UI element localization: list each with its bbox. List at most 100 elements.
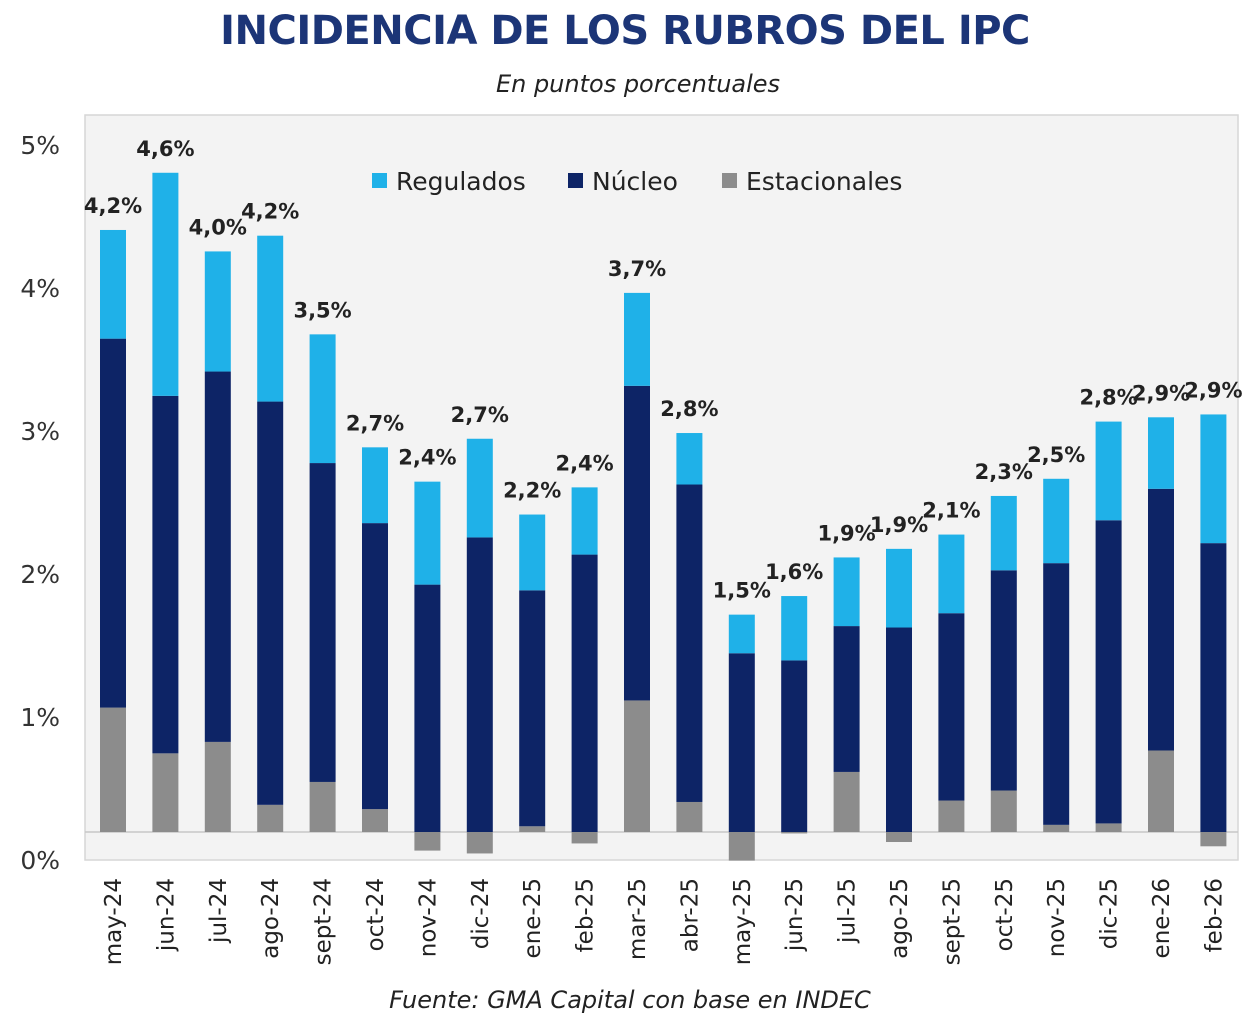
data-label: 4,6% bbox=[136, 137, 194, 161]
legend-swatch bbox=[372, 173, 387, 188]
data-label: 1,6% bbox=[765, 560, 823, 584]
y-tick-label: 3% bbox=[20, 417, 60, 446]
bar-segment-nucleo-ene-25 bbox=[519, 590, 546, 827]
bar-segment-nucleo-may-25 bbox=[728, 653, 755, 832]
bar-segment-regulados-ago-25 bbox=[886, 548, 912, 628]
bar-segment-regulados-feb-25 bbox=[571, 487, 598, 555]
bar-segment-nucleo-oct-25 bbox=[990, 570, 1017, 791]
legend-swatch bbox=[568, 173, 583, 188]
x-tick-label: mar-25 bbox=[625, 878, 651, 960]
data-label: 1,9% bbox=[870, 513, 928, 537]
bar-segment-regulados-nov-24 bbox=[414, 481, 441, 585]
bar-segment-estacionales-ene-26 bbox=[1148, 750, 1174, 832]
bar-segment-estacionales-nov-24 bbox=[414, 832, 441, 851]
bar-segment-estacionales-ago-25 bbox=[886, 832, 912, 843]
data-label: 3,7% bbox=[608, 257, 666, 281]
x-tick-label: may-24 bbox=[101, 878, 127, 965]
bar-segment-regulados-dic-25 bbox=[1095, 421, 1122, 521]
bar-segment-nucleo-nov-25 bbox=[1043, 563, 1070, 825]
y-tick-label: 2% bbox=[20, 560, 60, 589]
x-tick-label: ago-24 bbox=[258, 878, 284, 959]
bar-segment-regulados-jul-24 bbox=[204, 251, 231, 372]
bar-segment-estacionales-jul-25 bbox=[833, 771, 860, 832]
bar-segment-nucleo-feb-25 bbox=[571, 554, 598, 832]
data-label: 2,7% bbox=[451, 403, 509, 427]
bar-segment-estacionales-feb-25 bbox=[571, 832, 598, 844]
data-label: 2,7% bbox=[346, 411, 404, 435]
x-tick-label: feb-26 bbox=[1201, 878, 1227, 952]
bar-segment-nucleo-jul-24 bbox=[204, 371, 231, 742]
bar-segment-estacionales-feb-26 bbox=[1200, 832, 1227, 847]
bar-segment-estacionales-jul-24 bbox=[204, 741, 231, 832]
bar-segment-nucleo-mar-25 bbox=[624, 385, 650, 701]
bar-segment-regulados-ago-24 bbox=[257, 235, 284, 402]
bar-segment-nucleo-may-24 bbox=[100, 338, 126, 708]
bar-segment-estacionales-nov-25 bbox=[1043, 824, 1070, 832]
bar-segment-estacionales-may-24 bbox=[100, 707, 126, 832]
data-label: 4,2% bbox=[241, 200, 299, 224]
bar-segment-nucleo-feb-26 bbox=[1200, 543, 1227, 832]
bar-segment-regulados-sept-25 bbox=[938, 534, 965, 614]
x-tick-label: nov-25 bbox=[1044, 878, 1070, 957]
bar-segment-nucleo-oct-24 bbox=[362, 523, 388, 810]
x-tick-label: oct-25 bbox=[992, 878, 1018, 951]
bar-segment-regulados-may-24 bbox=[100, 229, 126, 339]
bar-segment-regulados-oct-24 bbox=[362, 447, 388, 524]
x-tick-label: jun-24 bbox=[153, 878, 179, 952]
data-label: 2,2% bbox=[503, 479, 561, 503]
x-tick-label: oct-24 bbox=[363, 878, 389, 951]
data-label: 2,1% bbox=[922, 499, 980, 523]
data-label: 2,8% bbox=[660, 397, 718, 421]
x-tick-label: feb-25 bbox=[573, 878, 599, 952]
y-tick-label: 5% bbox=[20, 131, 60, 160]
x-tick-label: ene-26 bbox=[1149, 878, 1175, 958]
x-tick-label: abr-25 bbox=[677, 878, 703, 952]
bar-segment-estacionales-ene-25 bbox=[519, 826, 546, 832]
x-tick-label: ago-25 bbox=[887, 878, 913, 959]
bar-segment-regulados-ene-26 bbox=[1148, 417, 1174, 489]
x-tick-label: nov-24 bbox=[415, 878, 441, 957]
bar-segment-nucleo-ene-26 bbox=[1148, 488, 1174, 751]
bar-segment-nucleo-ago-25 bbox=[886, 627, 912, 832]
bar-segment-regulados-sept-24 bbox=[309, 334, 336, 464]
bar-segment-nucleo-abr-25 bbox=[676, 484, 703, 802]
bar-segment-regulados-feb-26 bbox=[1200, 414, 1227, 544]
chart-source: Fuente: GMA Capital con base en INDEC bbox=[389, 986, 871, 1014]
y-tick-label: 4% bbox=[20, 274, 60, 303]
bar-segment-estacionales-jun-25 bbox=[781, 832, 808, 834]
chart-title: INCIDENCIA DE LOS RUBROS DEL IPC bbox=[220, 8, 1030, 54]
chart-subtitle: En puntos porcentuales bbox=[495, 70, 781, 98]
data-label: 2,4% bbox=[398, 446, 456, 470]
bar-segment-nucleo-sept-25 bbox=[938, 613, 965, 801]
data-label: 2,4% bbox=[555, 451, 613, 475]
x-tick-label: jul-25 bbox=[835, 878, 861, 944]
bar-segment-nucleo-sept-24 bbox=[309, 463, 336, 782]
legend-swatch bbox=[722, 173, 737, 188]
x-tick-label: sept-24 bbox=[311, 878, 337, 965]
bar-segment-regulados-jun-25 bbox=[781, 596, 808, 661]
x-tick-label: may-25 bbox=[730, 878, 756, 965]
legend-label: Regulados bbox=[396, 167, 526, 196]
bar-segment-nucleo-dic-24 bbox=[466, 537, 493, 832]
x-tick-label: dic-25 bbox=[1097, 878, 1123, 949]
bar-segment-nucleo-dic-25 bbox=[1095, 520, 1122, 824]
legend-label: Estacionales bbox=[746, 167, 902, 196]
bar-segment-regulados-abr-25 bbox=[676, 433, 703, 485]
bar-segment-regulados-oct-25 bbox=[990, 495, 1017, 571]
x-tick-label: jun-25 bbox=[782, 878, 808, 952]
bar-segment-estacionales-jun-24 bbox=[152, 753, 179, 832]
x-tick-label: sept-25 bbox=[939, 878, 965, 965]
data-label: 4,0% bbox=[189, 215, 247, 239]
bar-segment-regulados-jun-24 bbox=[152, 172, 179, 396]
x-tick-label: ene-25 bbox=[520, 878, 546, 958]
bar-segment-estacionales-dic-25 bbox=[1095, 823, 1122, 832]
bar-segment-nucleo-ago-24 bbox=[257, 401, 284, 805]
bar-segment-estacionales-oct-24 bbox=[362, 809, 388, 832]
y-tick-label: 0% bbox=[20, 846, 60, 875]
bar-segment-nucleo-jun-25 bbox=[781, 660, 808, 832]
bar-segment-nucleo-jul-25 bbox=[833, 626, 860, 772]
data-label: 2,9% bbox=[1132, 381, 1190, 405]
bar-segment-estacionales-oct-25 bbox=[990, 790, 1017, 832]
bar-segment-estacionales-abr-25 bbox=[676, 801, 703, 832]
